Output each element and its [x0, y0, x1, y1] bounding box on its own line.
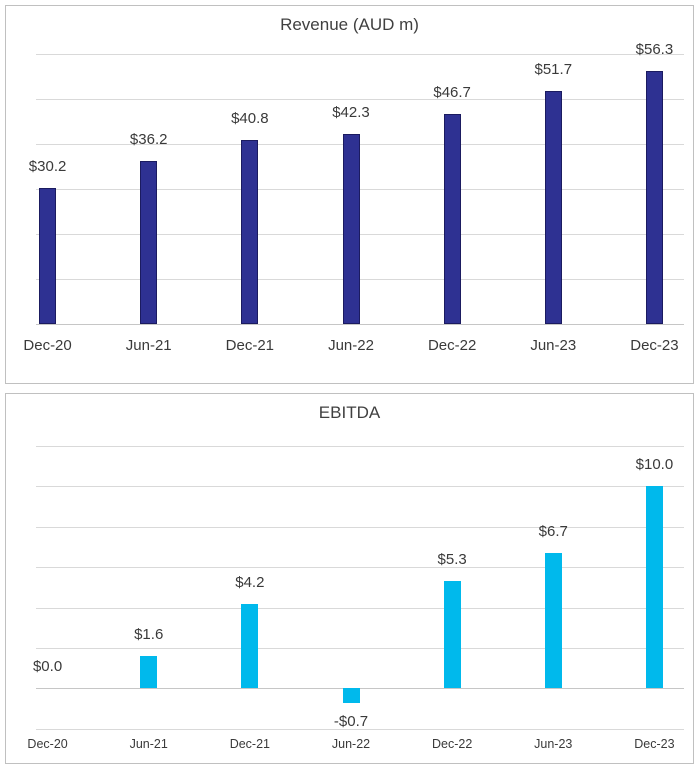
gridline: [36, 279, 684, 280]
value-label: $42.3: [332, 103, 370, 121]
bar-dec-22: [443, 581, 461, 689]
gridline: [36, 486, 684, 488]
value-label: $30.2: [28, 158, 67, 176]
value-label: $10.0: [635, 456, 674, 474]
value-label: $46.7: [433, 83, 471, 101]
x-axis-label: Dec-22: [431, 736, 473, 751]
value-label: $0.0: [32, 658, 63, 676]
zero-axis-line: [36, 324, 684, 325]
gridline: [36, 54, 684, 55]
gridline: [36, 189, 684, 190]
bar-dec-21: [241, 603, 259, 689]
gridline: [36, 99, 684, 100]
value-label: $6.7: [538, 523, 568, 541]
x-axis-label: Jun-21: [125, 337, 172, 354]
x-axis-label: Jun-23: [530, 337, 577, 354]
gridline: [36, 567, 684, 569]
ebitda-plot-area: $0.0 Dec-20 $1.6 Jun-21 $4.2 Dec-21 -$0.7 Jun-2…: [6, 394, 693, 763]
value-label: $40.8: [231, 110, 269, 128]
revenue-chart-panel: Revenue (AUD m) $30.2 Dec-20 $36.2 Jun-21 $4…: [5, 5, 694, 384]
bar-jun-21: [140, 161, 158, 324]
gridline: [36, 234, 684, 235]
gridline: [36, 728, 684, 730]
bar-jun-21: [140, 656, 158, 689]
gridline: [36, 144, 684, 145]
bar-jun-23: [544, 91, 562, 324]
x-axis-label: Dec-20: [23, 337, 72, 354]
ebitda-chart-panel: EBITDA $0.0 Dec-20 $1.6 Jun-21 $4.2 Dec-21 -$0…: [5, 393, 694, 764]
bar-dec-21: [241, 140, 259, 324]
x-axis-label: Dec-23: [630, 337, 679, 354]
ebitda-chart-title: EBITDA: [318, 403, 381, 422]
value-label: $1.6: [134, 626, 164, 644]
x-axis-label: Dec-23: [634, 736, 675, 751]
revenue-plot-area: $30.2 Dec-20 $36.2 Jun-21 $40.8 Dec-21 $42.3 Ju…: [6, 6, 693, 383]
bar-jun-22: [342, 133, 360, 324]
x-axis-label: Dec-21: [229, 736, 270, 751]
gridline: [36, 648, 684, 649]
x-axis-label: Jun-22: [328, 337, 374, 354]
bar-dec-22: [443, 113, 461, 324]
x-axis-label: Dec-20: [27, 736, 68, 751]
x-axis-label: Dec-21: [225, 337, 275, 354]
bar-jun-23: [544, 553, 562, 689]
bar-dec-23: [645, 486, 663, 689]
x-axis-label: Jun-21: [129, 736, 168, 751]
value-label: $4.2: [235, 573, 265, 591]
gridline: [36, 526, 684, 528]
zero-axis-line: [36, 688, 684, 690]
value-label: $51.7: [534, 61, 573, 79]
gridline: [36, 607, 684, 609]
value-label: -$0.7: [333, 712, 369, 730]
x-axis-label: Jun-23: [534, 736, 573, 751]
value-label: $5.3: [437, 551, 467, 569]
bar-jun-22: [342, 688, 360, 703]
bar-dec-23: [645, 70, 663, 324]
value-label: $36.2: [129, 131, 168, 149]
x-axis-label: Jun-22: [331, 736, 371, 751]
bar-dec-20: [39, 188, 57, 324]
gridline: [36, 446, 684, 447]
value-label: $56.3: [635, 40, 674, 58]
x-axis-label: Dec-22: [427, 337, 477, 354]
revenue-chart-title: Revenue (AUD m): [280, 15, 419, 34]
